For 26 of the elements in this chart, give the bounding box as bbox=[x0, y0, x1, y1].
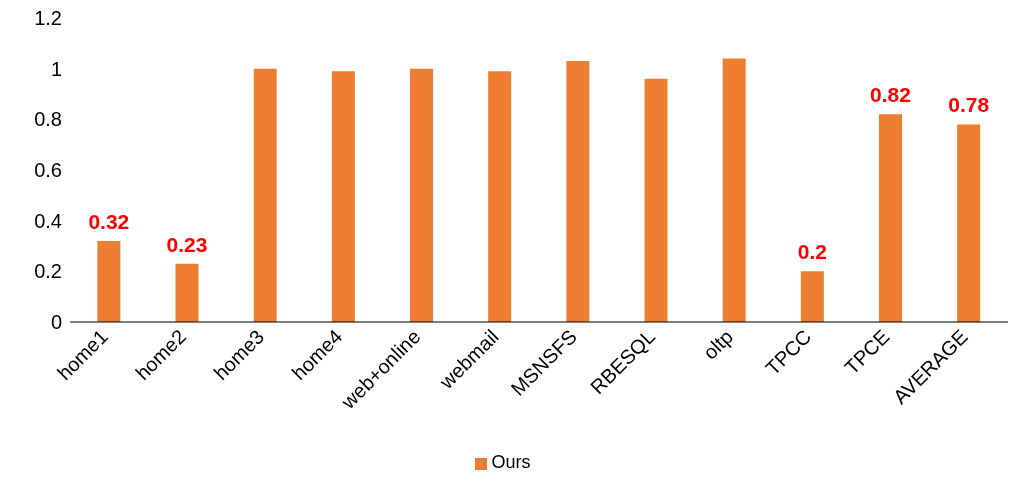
bar bbox=[488, 71, 512, 322]
y-tick-label: 0 bbox=[50, 311, 62, 334]
bar bbox=[97, 240, 121, 322]
legend-label: Ours bbox=[491, 452, 531, 472]
bar bbox=[566, 61, 590, 322]
data-label: 0.23 bbox=[166, 232, 208, 256]
bar bbox=[800, 271, 824, 322]
bar bbox=[722, 58, 746, 322]
x-tick-label: oltp bbox=[698, 325, 738, 364]
y-tick-label: 0.4 bbox=[34, 209, 62, 232]
y-tick-label: 1 bbox=[50, 57, 62, 80]
y-tick-label: 0.6 bbox=[34, 159, 62, 182]
bar bbox=[879, 114, 903, 322]
y-tick-label: 1.2 bbox=[34, 7, 62, 30]
data-label: 0.78 bbox=[948, 93, 990, 117]
data-label: 0.32 bbox=[88, 209, 130, 233]
bar bbox=[175, 263, 199, 322]
bar bbox=[644, 78, 668, 322]
bar bbox=[331, 71, 355, 322]
bar bbox=[410, 68, 434, 322]
bar bbox=[957, 124, 981, 322]
bar bbox=[253, 68, 277, 322]
data-label: 0.82 bbox=[870, 83, 911, 107]
data-label: 0.2 bbox=[797, 240, 827, 264]
y-tick-label: 0.8 bbox=[34, 108, 62, 131]
y-tick-label: 0.2 bbox=[34, 260, 62, 283]
